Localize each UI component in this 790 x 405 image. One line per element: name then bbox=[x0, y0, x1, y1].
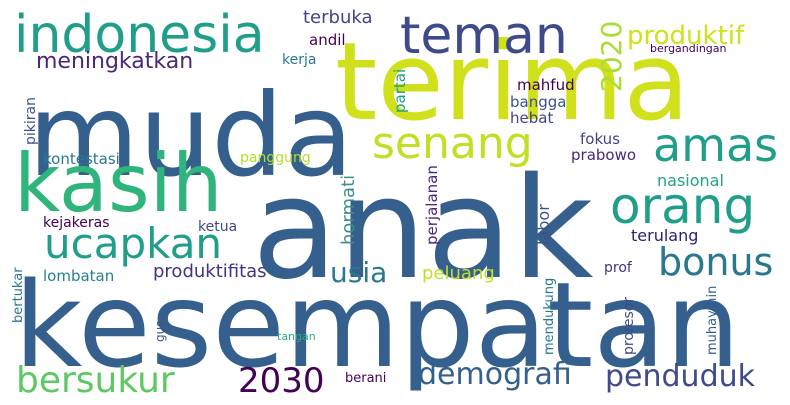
word-demografi: demografi bbox=[418, 357, 572, 392]
word-hormati: hormati bbox=[338, 175, 359, 245]
word-2020: 2020 bbox=[595, 21, 628, 92]
word-meningkatkan: meningkatkan bbox=[36, 49, 193, 74]
word-andil: andil bbox=[309, 31, 346, 49]
word-orang: orang bbox=[610, 177, 755, 235]
word-prabowo: prabowo bbox=[571, 146, 636, 164]
word-lombatan: lombatan bbox=[43, 267, 114, 285]
word-2030: 2030 bbox=[238, 361, 325, 401]
word-ketua: ketua bbox=[198, 219, 237, 235]
word-anak: anak bbox=[252, 148, 593, 311]
word-profesor: profesor bbox=[621, 297, 637, 355]
word-kerja: kerja bbox=[282, 52, 316, 68]
word-kontestasi: kontestasi bbox=[43, 150, 120, 168]
word-nasional: nasional bbox=[657, 171, 724, 190]
word-tangan: tangan bbox=[277, 330, 316, 343]
word-muhaymin: muhaymin bbox=[705, 286, 720, 355]
word-terulang: terulang bbox=[631, 226, 698, 245]
word-mendukung: mendukung bbox=[542, 278, 557, 355]
word-indonesia: indonesia bbox=[14, 5, 265, 65]
word-senang: senang bbox=[372, 118, 533, 169]
word-terbuka: terbuka bbox=[303, 7, 373, 28]
word-fokus: fokus bbox=[580, 130, 620, 148]
word-panggung: panggung bbox=[240, 150, 311, 166]
word-produktif: produktif bbox=[627, 21, 745, 51]
word-berani: berani bbox=[345, 371, 386, 386]
word-mahfud: mahfud bbox=[517, 76, 575, 94]
word-ucapkan: ucapkan bbox=[44, 219, 222, 268]
word-bangga: bangga bbox=[510, 93, 566, 111]
word-usia: usia bbox=[330, 256, 387, 289]
word-bonus: bonus bbox=[658, 240, 773, 284]
word-amas: amas bbox=[653, 118, 778, 172]
word-muda: muda bbox=[28, 69, 354, 202]
word-pikiran: pikiran bbox=[23, 97, 39, 145]
word-hebat: hebat bbox=[510, 109, 553, 127]
word-gus: gus bbox=[153, 321, 167, 342]
word-kejakeras: kejakeras bbox=[43, 215, 110, 231]
word-partai: partai bbox=[391, 69, 409, 113]
word-kasih: kasih bbox=[14, 137, 223, 230]
word-penduduk: penduduk bbox=[605, 359, 756, 394]
word-bergandingan: bergandingan bbox=[650, 42, 727, 55]
word-perjalanan: perjalanan bbox=[423, 165, 441, 245]
word-bersukur: bersukur bbox=[16, 360, 175, 401]
word-labor: labor bbox=[534, 204, 553, 245]
word-kesempatan: kesempatan bbox=[14, 256, 740, 394]
word-peluang: peluang bbox=[422, 263, 495, 284]
word-terima: terima bbox=[335, 20, 690, 145]
word-teman: teman bbox=[400, 6, 568, 66]
word-prof: prof bbox=[604, 260, 633, 276]
word-bertukar: bertukar bbox=[11, 267, 26, 323]
word-produktifitas: produktifitas bbox=[153, 261, 267, 282]
